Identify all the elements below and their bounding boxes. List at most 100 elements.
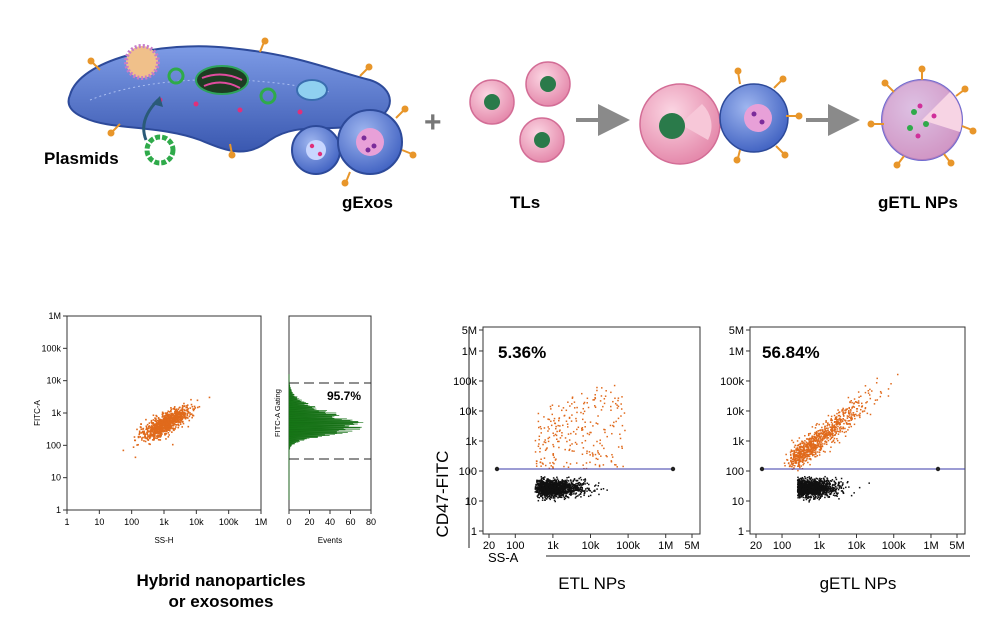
negative-event-point <box>573 478 576 480</box>
positive-event-point <box>808 445 811 447</box>
positive-event-point <box>604 395 607 397</box>
scatter-point <box>158 423 161 425</box>
right-ytick-label: 1M <box>729 346 744 358</box>
positive-event-point <box>576 428 578 431</box>
negative-event-point <box>798 491 800 494</box>
right-ytick-label: 100k <box>453 376 477 388</box>
negative-event-point <box>818 479 820 482</box>
positive-event-point <box>816 454 819 457</box>
negative-event-point <box>810 488 812 491</box>
positive-event-point <box>808 438 811 440</box>
scatter-point <box>148 436 150 438</box>
positive-event-point <box>804 460 807 462</box>
positive-event-point <box>592 455 594 457</box>
scatter-point <box>170 415 172 417</box>
negative-event-point <box>584 491 586 494</box>
scatter-point <box>166 416 168 419</box>
scatter-point <box>176 412 178 414</box>
positive-event-point <box>814 435 816 438</box>
positive-event-point <box>809 445 812 448</box>
positive-event-point <box>617 417 620 420</box>
positive-event-point <box>539 447 541 450</box>
positive-event-point <box>609 424 612 427</box>
negative-event-point <box>798 478 800 480</box>
positive-event-point <box>859 416 861 419</box>
positive-event-point <box>586 402 588 404</box>
scatter-point <box>147 427 149 430</box>
positive-event-point <box>847 420 849 422</box>
positive-event-point <box>812 441 815 443</box>
positive-event-point <box>810 448 813 451</box>
negative-event-point <box>551 485 554 488</box>
positive-event-point <box>612 424 614 427</box>
negative-event-point <box>565 485 567 487</box>
scatter-point <box>150 433 153 435</box>
negative-event-point <box>535 490 538 492</box>
positive-event-point <box>819 429 821 432</box>
positive-event-point <box>818 442 820 445</box>
negative-event-point <box>578 477 580 480</box>
positive-event-point <box>554 459 557 461</box>
negative-event-point <box>798 493 801 495</box>
positive-event-point <box>537 412 540 415</box>
positive-event-point <box>793 455 796 457</box>
negative-event-point <box>541 484 543 486</box>
negative-event-point <box>798 497 801 499</box>
scatter-point <box>155 426 158 429</box>
negative-event-point <box>545 494 548 496</box>
negative-event-point <box>564 488 567 490</box>
positive-event-point <box>602 405 604 408</box>
scatter-point <box>143 432 146 434</box>
scatter-point <box>198 405 201 408</box>
negative-event-point <box>545 498 548 500</box>
negative-event-point <box>799 483 802 486</box>
positive-event-point <box>830 437 833 440</box>
scatter-point <box>171 418 173 421</box>
histogram-xtick-label: 20 <box>304 517 314 527</box>
scatter-point <box>182 422 185 425</box>
scatter-point <box>165 427 167 429</box>
scatter-point <box>172 408 175 410</box>
negative-event-point <box>803 478 805 480</box>
positive-event-point <box>821 437 824 440</box>
negative-event-point <box>840 487 842 490</box>
negative-event-point <box>800 493 802 495</box>
negative-event-point <box>540 480 542 482</box>
negative-event-point <box>811 486 814 489</box>
negative-event-point <box>817 489 819 491</box>
positive-event-point <box>587 406 590 409</box>
positive-event-point <box>798 461 800 464</box>
positive-event-point <box>818 446 820 448</box>
positive-event-point <box>814 436 817 439</box>
positive-event-point <box>616 466 618 468</box>
negative-event-point <box>576 489 579 491</box>
negative-event-point <box>806 491 809 494</box>
negative-event-point <box>578 494 580 496</box>
positive-event-point <box>576 406 578 409</box>
positive-event-point <box>812 448 814 451</box>
positive-event-point <box>799 446 801 448</box>
positive-event-point <box>880 392 883 394</box>
negative-event-point <box>579 492 582 495</box>
scatter-point <box>172 418 175 420</box>
scatter-point <box>182 411 184 414</box>
negative-event-point <box>543 488 546 491</box>
positive-event-point <box>831 436 834 438</box>
positive-event-point <box>826 424 828 427</box>
negative-event-point <box>548 497 551 500</box>
positive-event-point <box>804 449 806 452</box>
getl-gate-handle-right <box>935 466 941 472</box>
positive-event-point <box>800 453 803 455</box>
negative-event-point <box>826 485 828 487</box>
positive-event-point <box>621 424 624 427</box>
negative-event-point <box>580 491 583 494</box>
negative-event-point <box>546 496 549 499</box>
negative-event-point <box>835 491 837 493</box>
positive-event-point <box>566 440 568 443</box>
positive-event-point <box>535 465 538 467</box>
scatter-point <box>151 430 154 432</box>
positive-event-point <box>537 426 540 429</box>
negative-event-point <box>552 495 555 498</box>
scatter-point <box>188 415 191 418</box>
positive-event-point <box>854 413 857 416</box>
